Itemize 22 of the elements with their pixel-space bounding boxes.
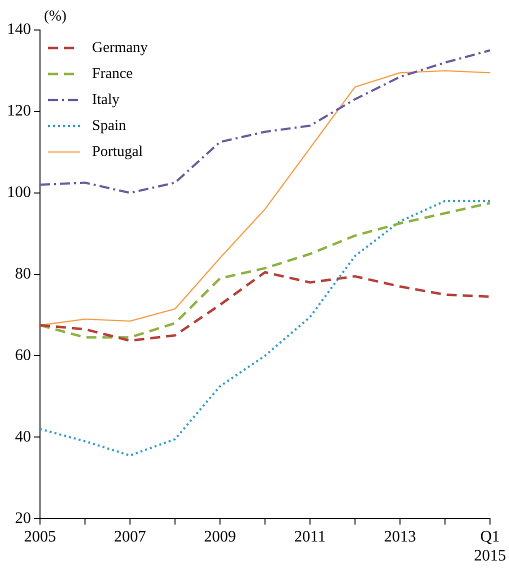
line-series <box>40 271 490 342</box>
y-tick-label: 20 <box>15 510 31 527</box>
line-series <box>40 200 490 457</box>
y-tick-label: 40 <box>15 428 31 446</box>
legend-label: Germany <box>92 40 148 56</box>
y-tick-label: 60 <box>15 346 31 364</box>
legend-label: France <box>92 66 134 82</box>
x-tick-label: 2011 <box>294 528 326 546</box>
legend-label: Italy <box>92 92 120 108</box>
y-tick-label: 80 <box>15 266 31 283</box>
x-tick-label: 2013 <box>384 528 416 546</box>
x-tick-label: 2007 <box>114 528 146 546</box>
y-tick-label: 100 <box>7 184 31 202</box>
x-tick-label: 2009 <box>204 528 236 546</box>
y-axis-title: (%) <box>44 8 66 24</box>
legend-label: Portugal <box>92 144 143 160</box>
line-series <box>40 202 490 339</box>
x-tick-label: Q1 2015 <box>474 528 506 565</box>
y-tick-label: 140 <box>7 21 31 38</box>
legend-label: Spain <box>92 118 127 134</box>
y-tick-label: 120 <box>7 102 31 120</box>
x-tick-label: 2005 <box>24 528 56 546</box>
